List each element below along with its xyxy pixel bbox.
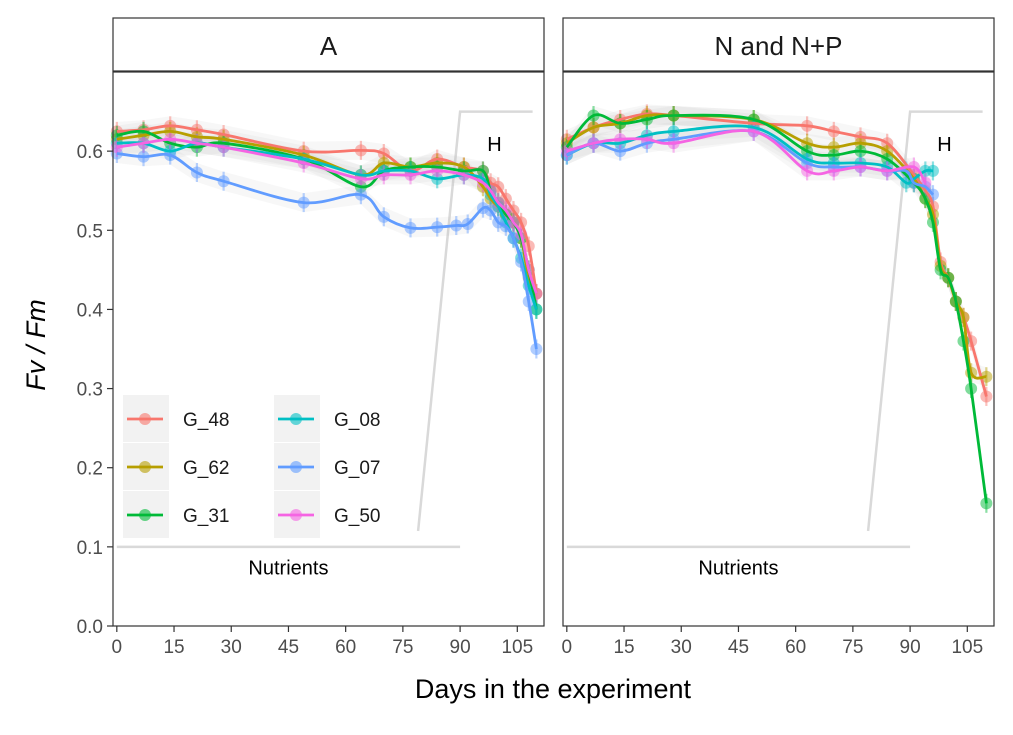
x-tick-label: 45 bbox=[728, 637, 749, 658]
h-line bbox=[866, 110, 983, 532]
x-tick-label: 30 bbox=[671, 637, 692, 658]
line-g-50 bbox=[566, 129, 927, 184]
ribbon-g-50 bbox=[116, 129, 537, 304]
legend-label-g-31: G_31 bbox=[183, 506, 229, 527]
h-label: H bbox=[937, 134, 951, 156]
x-tick-label: 0 bbox=[562, 637, 573, 658]
panels-layer: A Nutrients H 0 15 30 45 60 75 90 105 0.0 0.1 0.2 0.3 0… bbox=[77, 17, 995, 658]
legend: G_48 G_62 G_31 G_08 G_07 G_50 bbox=[123, 395, 380, 538]
y-tick-label: 0.3 bbox=[77, 380, 103, 401]
x-tick-label: 105 bbox=[951, 637, 983, 658]
y-tick-label: 0.1 bbox=[77, 538, 103, 559]
legend-label-g-50: G_50 bbox=[334, 506, 380, 527]
legend-key-point-g-50 bbox=[290, 509, 302, 521]
x-tick-label: 15 bbox=[163, 637, 184, 658]
x-tick-label: 75 bbox=[392, 637, 413, 658]
legend-label-g-62: G_62 bbox=[183, 458, 229, 479]
legend-key-point-g-31 bbox=[139, 509, 151, 521]
h-line bbox=[416, 110, 533, 532]
line-g-48 bbox=[116, 124, 538, 294]
x-tick-label: 105 bbox=[501, 637, 533, 658]
legend-key-point-g-48 bbox=[139, 413, 151, 425]
panel-a: A Nutrients H 0 15 30 45 60 75 90 105 0.0 0.1 0.2 0.3 0… bbox=[77, 17, 545, 658]
y-tick-label: 0.0 bbox=[77, 617, 103, 638]
x-tick-label: 90 bbox=[900, 637, 921, 658]
y-tick-label: 0.6 bbox=[77, 142, 103, 163]
line-g-50 bbox=[116, 137, 538, 295]
x-tick-label: 0 bbox=[112, 637, 123, 658]
ribbon-g-08 bbox=[566, 117, 933, 193]
line-g-07 bbox=[116, 152, 538, 350]
facet-strip-label: A bbox=[320, 31, 338, 61]
y-axis-title: Fv / Fm bbox=[21, 299, 51, 390]
line-g-07 bbox=[566, 129, 935, 196]
y-tick-label: 0.2 bbox=[77, 459, 103, 480]
x-tick-label: 60 bbox=[785, 637, 806, 658]
nutrients-label: Nutrients bbox=[248, 558, 328, 580]
legend-label-g-48: G_48 bbox=[183, 410, 229, 431]
legend-key-point-g-07 bbox=[290, 461, 302, 473]
line-g-31 bbox=[565, 113, 988, 504]
panel-n-and-np: N and N+P Nutrients H 0 15 30 45 60 75 90 105 bbox=[560, 17, 995, 658]
y-tick-label: 0.5 bbox=[77, 221, 103, 242]
x-tick-label: 60 bbox=[335, 637, 356, 658]
facet-strip bbox=[562, 17, 995, 72]
legend-label-g-07: G_07 bbox=[334, 458, 380, 479]
facet-strip-label: N and N+P bbox=[715, 31, 843, 61]
ribbon-g-62 bbox=[566, 106, 987, 387]
panel-border bbox=[112, 71, 545, 627]
y-tick-label: 0.4 bbox=[77, 300, 104, 321]
legend-key-point-g-62 bbox=[139, 461, 151, 473]
x-tick-label: 90 bbox=[450, 637, 471, 658]
legend-key-point-g-08 bbox=[290, 413, 302, 425]
x-tick-label: 75 bbox=[842, 637, 863, 658]
plot-area bbox=[563, 72, 994, 626]
facet-strip bbox=[112, 17, 545, 72]
point-g-31 bbox=[980, 497, 993, 510]
point-g-08 bbox=[530, 303, 543, 316]
h-label: H bbox=[487, 134, 501, 156]
panel-border bbox=[562, 71, 995, 627]
x-tick-label: 45 bbox=[278, 637, 299, 658]
legend-label-g-08: G_08 bbox=[334, 410, 380, 431]
x-axis-title: Days in the experiment bbox=[415, 674, 692, 704]
nutrients-label: Nutrients bbox=[698, 558, 778, 580]
x-tick-label: 30 bbox=[221, 637, 242, 658]
x-tick-label: 15 bbox=[613, 637, 634, 658]
